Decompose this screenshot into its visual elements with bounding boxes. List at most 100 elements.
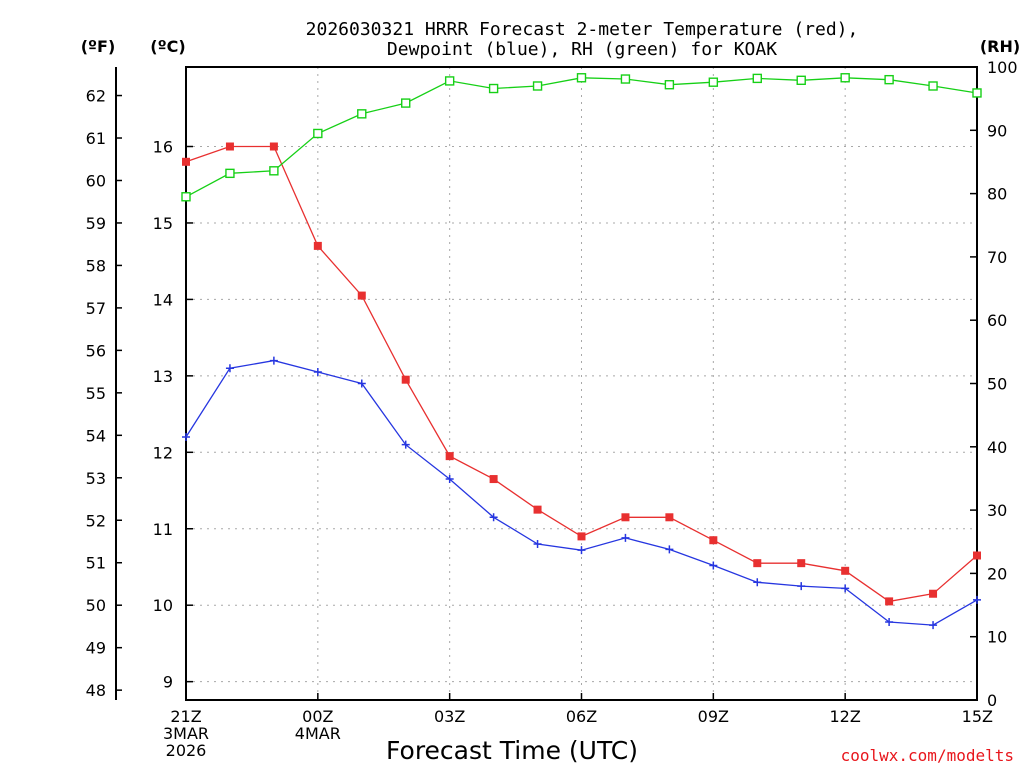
- dewpoint-point: [929, 621, 938, 630]
- rh-point: [576, 73, 587, 83]
- celsius-tick-label: 15: [153, 214, 173, 233]
- celsius-tick-label: 16: [153, 138, 173, 157]
- fahrenheit-tick-label: 60: [86, 171, 106, 190]
- fahrenheit-tick-label: 59: [86, 214, 106, 233]
- rh-point: [620, 74, 631, 84]
- temperature-point: [182, 157, 190, 166]
- dewpoint-point: [577, 546, 586, 555]
- temperature-point: [489, 475, 498, 484]
- rh-series: [181, 73, 982, 202]
- time-tick-label: 09Z: [698, 707, 729, 726]
- dewpoint-point: [489, 513, 498, 522]
- temperature-point: [577, 532, 586, 541]
- rh-point: [269, 166, 279, 176]
- dewpoint-point: [797, 582, 806, 591]
- temperature-point: [533, 505, 542, 514]
- rh-point: [401, 98, 411, 108]
- fahrenheit-tick-label: 54: [86, 426, 106, 445]
- temperature-point: [973, 551, 981, 560]
- temperature-series: [182, 142, 981, 606]
- rh-tick-label: 0: [987, 691, 997, 710]
- dewpoint-point: [885, 618, 894, 627]
- fahrenheit-axis: 48 49 50 51 52 53 54 55 56 57 58 59 60 61 62: [86, 87, 122, 700]
- date-tick-label: 3MAR: [163, 724, 209, 743]
- fahrenheit-tick-label: 58: [86, 256, 106, 275]
- rh-point: [796, 75, 806, 85]
- fahrenheit-tick-label: 53: [86, 469, 106, 488]
- chart-title-line-2: Dewpoint (blue), RH (green) for KOAK: [387, 39, 777, 60]
- dewpoint-point: [753, 578, 762, 587]
- rh-tick-label: 100: [987, 58, 1018, 77]
- rh-tick-label: 20: [987, 564, 1007, 583]
- rh-point: [225, 168, 235, 179]
- time-tick-label: 12Z: [830, 707, 861, 726]
- celsius-tick-label: 9: [163, 673, 173, 692]
- rh-tick-label: 50: [987, 375, 1007, 394]
- fahrenheit-tick-label: 61: [86, 129, 106, 148]
- rh-point: [972, 88, 982, 98]
- dewpoint-point: [533, 540, 542, 549]
- temperature-point: [753, 559, 762, 568]
- rh-point: [884, 74, 894, 85]
- fahrenheit-tick-label: 57: [86, 299, 106, 318]
- dewpoint-point: [182, 433, 190, 442]
- rh-point: [357, 109, 367, 119]
- rh-point: [532, 81, 543, 91]
- fahrenheit-tick-label: 50: [86, 596, 106, 615]
- time-tick-label: 06Z: [566, 707, 597, 726]
- temperature-point: [225, 142, 234, 151]
- rh-tick-label: 30: [987, 501, 1007, 520]
- dewpoint-point: [709, 561, 718, 570]
- dewpoint-point: [225, 364, 234, 373]
- rh-point: [313, 128, 323, 139]
- dewpoint-point: [401, 440, 410, 449]
- temperature-point: [269, 142, 278, 151]
- rh-axis: 0 10 20 30 40 50 60 70 80 90 100: [970, 58, 1018, 710]
- rh-tick-label: 80: [987, 185, 1007, 204]
- rh-point: [840, 73, 850, 83]
- rh-point: [488, 83, 499, 94]
- rh-tick-label: 10: [987, 628, 1007, 647]
- celsius-tick-label: 10: [153, 596, 173, 615]
- dewpoint-series: [182, 356, 981, 630]
- grid-lines: [186, 67, 977, 700]
- celsius-tick-label: 11: [153, 520, 173, 539]
- temperature-point: [929, 589, 938, 598]
- fahrenheit-tick-label: 55: [86, 384, 106, 403]
- celsius-axis: 9 10 11 12 13 14 15 16: [153, 138, 193, 692]
- dewpoint-point: [445, 475, 454, 484]
- time-tick-label: 21Z: [170, 707, 201, 726]
- celsius-unit-label: (ºC): [150, 37, 185, 56]
- source-credit: coolwx.com/modelts: [841, 746, 1014, 765]
- celsius-tick-label: 13: [153, 367, 173, 386]
- fahrenheit-tick-label: 62: [86, 87, 106, 106]
- x-axis-label: Forecast Time (UTC): [386, 736, 638, 765]
- temperature-point: [401, 375, 410, 384]
- dewpoint-point: [269, 356, 278, 365]
- celsius-tick-label: 14: [153, 290, 173, 309]
- celsius-tick-label: 12: [153, 443, 173, 462]
- dewpoint-point: [313, 368, 322, 377]
- rh-point: [708, 77, 719, 87]
- dewpoint-point: [973, 595, 981, 604]
- dewpoint-point: [665, 545, 674, 554]
- time-tick-label: 00Z: [302, 707, 333, 726]
- data-series: [181, 73, 982, 630]
- temperature-point: [709, 536, 718, 545]
- rh-tick-label: 40: [987, 438, 1007, 457]
- fahrenheit-tick-label: 48: [86, 681, 106, 700]
- rh-tick-label: 60: [987, 311, 1007, 330]
- rh-point: [444, 76, 455, 86]
- date-tick-label: 4MAR: [295, 724, 341, 743]
- rh-tick-label: 70: [987, 248, 1007, 267]
- rh-point: [181, 192, 191, 202]
- temperature-point: [621, 513, 630, 522]
- rh-unit-label: (RH): [980, 37, 1020, 56]
- rh-point: [664, 80, 675, 90]
- fahrenheit-tick-label: 49: [86, 639, 106, 658]
- temperature-point: [357, 291, 366, 300]
- dewpoint-point: [841, 584, 850, 593]
- rh-point: [752, 73, 762, 84]
- temperature-point: [885, 597, 894, 606]
- dewpoint-point: [621, 533, 630, 542]
